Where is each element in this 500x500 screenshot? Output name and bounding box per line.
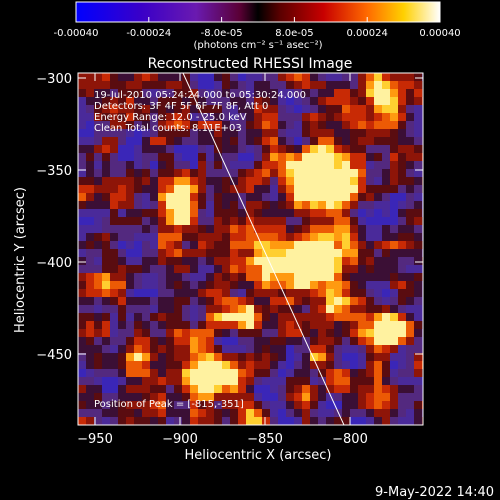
plot-frame	[77, 72, 424, 426]
colorbar-ticks	[75, 17, 441, 22]
y-tick-label: −350	[36, 164, 72, 179]
colorbar	[75, 1, 441, 23]
colorbar-tick-label: -8.0e-05	[201, 28, 243, 39]
reconstructed-image	[78, 73, 423, 425]
plot-title: Reconstructed RHESSI Image	[148, 56, 353, 72]
colorbar-tick-label: 0.00040	[419, 28, 460, 39]
y-axis-label: Heliocentric Y (arcsec)	[13, 187, 28, 333]
info-line-energy: Energy Range: 12.0 - 25.0 keV	[94, 112, 247, 123]
colorbar-tick-labels: -0.00040 -0.00024 -8.0e-05 8.0e-05 0.000…	[54, 28, 461, 39]
colorbar-tick-label: 8.0e-05	[275, 28, 313, 39]
x-tick-label: −950	[77, 432, 113, 447]
colorbar-tick-label: -0.00024	[126, 28, 171, 39]
y-tick-label: −300	[36, 72, 72, 87]
info-line-time: 19-Jul-2010 05:24:24.000 to 05:30:24.000	[94, 90, 306, 101]
colorbar-tick-label: -0.00040	[54, 28, 99, 39]
y-tick-label: −400	[36, 256, 72, 271]
colorbar-tick-label: 0.00024	[347, 28, 388, 39]
solar-limb-line	[182, 73, 345, 425]
info-line-counts: Clean Total counts: 8.11E+03	[94, 123, 242, 134]
axis-ticks	[78, 73, 423, 425]
peak-position-label: Position of Peak = [-815,-351]	[94, 399, 244, 410]
x-axis-label: Heliocentric X (arcsec)	[185, 448, 332, 463]
y-tick-label: −450	[36, 348, 72, 363]
x-tick-label: −850	[247, 432, 283, 447]
colorbar-unit-label: (photons cm⁻² s⁻¹ asec⁻²)	[193, 40, 322, 51]
info-line-detectors: Detectors: 3F 4F 5F 6F 7F 8F, Att 0	[94, 101, 268, 112]
footer-timestamp: 9-May-2022 14:40	[375, 485, 494, 500]
x-tick-label: −800	[332, 432, 368, 447]
x-tick-label: −900	[162, 432, 198, 447]
